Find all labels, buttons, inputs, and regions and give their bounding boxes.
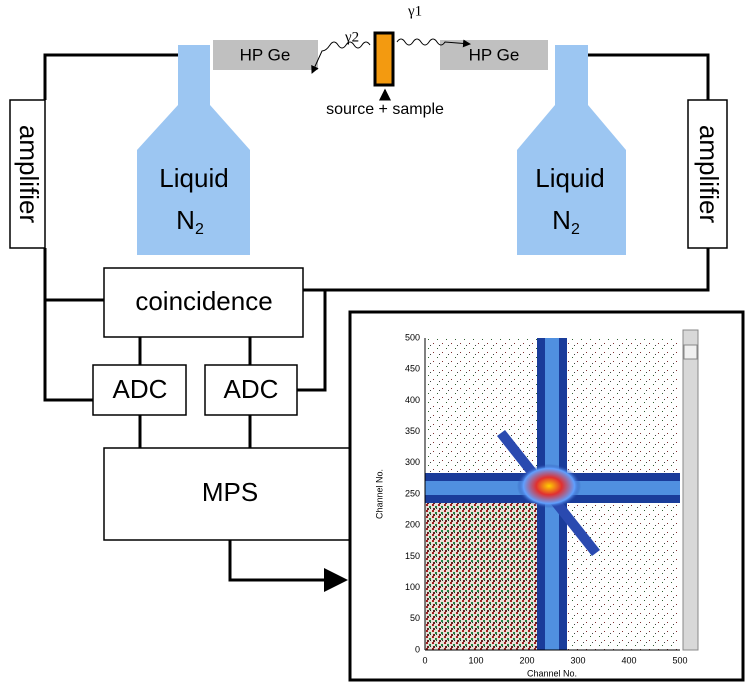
y-tick-label: 200 (405, 520, 420, 530)
adc: ADC (113, 374, 168, 404)
y-tick-label: 350 (405, 426, 420, 436)
y-tick-label: 250 (405, 488, 420, 498)
x-label: Channel No. (527, 668, 577, 678)
source-label: source + sample (326, 101, 444, 118)
y-tick-label: 0 (415, 644, 420, 654)
detector: HP Ge (240, 45, 291, 64)
gamma: γ1 (407, 3, 422, 19)
y-tick-label: 300 (405, 457, 420, 467)
x-tick-label: 400 (621, 655, 636, 665)
n: N (176, 205, 195, 235)
spectrum (425, 330, 698, 650)
y-tick-label: 500 (405, 332, 420, 342)
n: N (552, 205, 571, 235)
gamma: γ2 (344, 29, 359, 45)
x-tick-label: 500 (672, 655, 687, 665)
coincidence: coincidence (135, 286, 272, 316)
dewar-text: Liquid (535, 163, 604, 193)
diagram: Liquid N2 Liquid N2 HP Ge HP Ge γ2 γ1 so… (0, 0, 745, 682)
amplifier: amplifier (14, 125, 44, 224)
amplifier: amplifier (694, 125, 724, 224)
x-tick-label: 100 (468, 655, 483, 665)
y-tick-label: 50 (410, 613, 420, 623)
detector: HP Ge (469, 45, 520, 64)
y-tick-label: 100 (405, 582, 420, 592)
sub: 2 (571, 221, 580, 238)
dewar-text: Liquid (159, 163, 228, 193)
mps: MPS (202, 477, 258, 507)
x-tick-label: 0 (422, 655, 427, 665)
x-tick-label: 300 (570, 655, 585, 665)
y-label: Channel No. (374, 469, 384, 519)
y-tick-label: 450 (405, 364, 420, 374)
y-tick-label: 150 (405, 551, 420, 561)
x-tick-label: 200 (519, 655, 534, 665)
sub: 2 (195, 221, 204, 238)
adc: ADC (224, 374, 279, 404)
y-tick-label: 400 (405, 395, 420, 405)
